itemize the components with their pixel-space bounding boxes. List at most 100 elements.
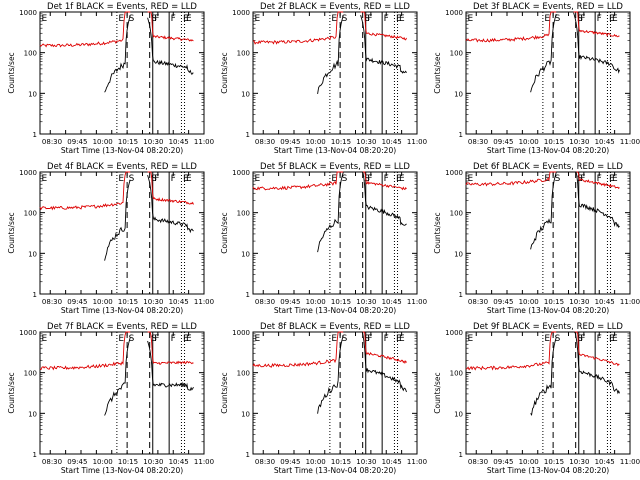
events-series-line bbox=[530, 13, 557, 93]
y-tick-label: 1 bbox=[246, 131, 250, 139]
y-tick-label: 100 bbox=[24, 370, 37, 378]
interval-marker-label: F bbox=[154, 174, 159, 184]
x-axis-label: Start Time (13-Nov-04 08:20:20) bbox=[487, 146, 609, 155]
y-tick-label: 1 bbox=[246, 291, 250, 299]
interval-marker-label: F bbox=[384, 174, 389, 184]
plot-frame bbox=[252, 11, 418, 135]
panel-3: Det 3f BLACK = Events, RED = LLD 1 10 100 10… bbox=[433, 2, 640, 155]
x-tick-label: 08:30 bbox=[255, 138, 275, 146]
events-series-line bbox=[104, 179, 131, 261]
lld-series-line bbox=[39, 331, 131, 371]
lld-series-line bbox=[360, 11, 407, 41]
panel-5: Det 5f BLACK = Events, RED = LLD 1 10 100 10… bbox=[220, 162, 427, 315]
lld-series-line bbox=[360, 331, 407, 364]
panel-title: Det 3f BLACK = Events, RED = LLD bbox=[473, 2, 623, 12]
y-tick-label: 1000 bbox=[445, 169, 463, 177]
x-tick-label: 10:45 bbox=[382, 138, 402, 146]
x-tick-label: 08:30 bbox=[255, 298, 275, 306]
events-series-line bbox=[317, 335, 344, 414]
y-tick-label: 10 bbox=[28, 90, 37, 98]
interval-marker-label: F bbox=[597, 174, 602, 184]
y-tick-label: 1 bbox=[33, 451, 37, 459]
y-tick-label: 1 bbox=[33, 291, 37, 299]
panel-4: Det 4f BLACK = Events, RED = LLD 1 10 100 10… bbox=[7, 162, 214, 315]
plot-frame bbox=[39, 331, 205, 455]
interval-marker-label: S bbox=[577, 14, 583, 24]
interval-marker-label: E bbox=[331, 334, 337, 344]
x-tick-label: 10:15 bbox=[544, 458, 564, 466]
x-tick-label: 09:45 bbox=[493, 298, 513, 306]
x-tick-label: 10:45 bbox=[169, 298, 189, 306]
x-tick-label: 10:15 bbox=[118, 138, 138, 146]
y-axis-label: Counts/sec bbox=[7, 52, 16, 93]
x-tick-label: 11:00 bbox=[407, 138, 427, 146]
x-tick-label: 11:00 bbox=[194, 138, 214, 146]
events-series-line bbox=[573, 171, 620, 229]
events-series-line bbox=[360, 171, 407, 226]
y-tick-label: 10 bbox=[28, 250, 37, 258]
plot-frame bbox=[465, 171, 631, 295]
interval-marker-label: F bbox=[171, 14, 176, 24]
x-tick-label: 11:00 bbox=[620, 138, 640, 146]
x-tick-label: 10:00 bbox=[93, 458, 113, 466]
y-tick-label: 100 bbox=[237, 370, 250, 378]
lld-series-line bbox=[252, 331, 344, 368]
interval-marker-label: E bbox=[118, 334, 124, 344]
panel-2: Det 2f BLACK = Events, RED = LLD 1 10 100 10… bbox=[220, 2, 427, 155]
y-axis-label: Counts/sec bbox=[220, 212, 229, 253]
interval-marker-label: S bbox=[577, 334, 583, 344]
x-tick-label: 09:45 bbox=[493, 138, 513, 146]
y-tick-label: 1000 bbox=[232, 9, 250, 17]
interval-marker-label: E bbox=[544, 14, 550, 24]
y-tick-label: 100 bbox=[24, 210, 37, 218]
x-tick-label: 08:30 bbox=[42, 458, 62, 466]
x-tick-label: 08:30 bbox=[255, 458, 275, 466]
x-tick-label: 10:30 bbox=[356, 298, 376, 306]
interval-marker-label: E bbox=[609, 174, 615, 184]
interval-marker-label: F bbox=[580, 334, 585, 344]
panel-title: Det 8f BLACK = Events, RED = LLD bbox=[260, 322, 410, 332]
interval-marker-label: E bbox=[183, 14, 189, 24]
panel-7: Det 7f BLACK = Events, RED = LLD 1 10 100 10… bbox=[7, 322, 214, 475]
x-tick-label: 10:00 bbox=[306, 458, 326, 466]
y-tick-label: 10 bbox=[241, 410, 250, 418]
y-tick-label: 1000 bbox=[19, 9, 37, 17]
interval-marker-label: F bbox=[384, 334, 389, 344]
interval-marker-label: E bbox=[544, 334, 550, 344]
x-tick-label: 10:45 bbox=[169, 138, 189, 146]
x-tick-label: 10:45 bbox=[595, 298, 615, 306]
x-tick-label: 09:45 bbox=[67, 298, 87, 306]
events-series-line bbox=[147, 174, 194, 234]
x-tick-label: 10:00 bbox=[93, 138, 113, 146]
interval-marker-label: E bbox=[468, 174, 474, 184]
panel-title: Det 9f BLACK = Events, RED = LLD bbox=[473, 322, 623, 332]
x-tick-label: 08:30 bbox=[468, 138, 488, 146]
interval-marker-label: S bbox=[151, 14, 157, 24]
x-axis-label: Start Time (13-Nov-04 08:20:20) bbox=[61, 146, 183, 155]
x-axis-label: Start Time (13-Nov-04 08:20:20) bbox=[274, 306, 396, 315]
lld-series-line bbox=[147, 171, 194, 205]
y-tick-label: 1 bbox=[459, 131, 463, 139]
events-series-line bbox=[360, 14, 407, 74]
interval-marker-label: E bbox=[186, 334, 192, 344]
interval-marker-label: E bbox=[186, 14, 192, 24]
interval-marker-label: F bbox=[367, 334, 372, 344]
interval-marker-label: E bbox=[612, 334, 618, 344]
lld-series-line bbox=[573, 11, 620, 38]
events-series-line bbox=[104, 15, 131, 93]
interval-marker-label: E bbox=[396, 14, 402, 24]
x-tick-label: 10:15 bbox=[331, 458, 351, 466]
interval-marker-label: F bbox=[580, 14, 585, 24]
y-axis-label: Counts/sec bbox=[7, 372, 16, 413]
y-tick-label: 10 bbox=[28, 410, 37, 418]
lld-series-line bbox=[573, 331, 620, 367]
x-tick-label: 10:00 bbox=[93, 298, 113, 306]
x-tick-label: 10:30 bbox=[569, 138, 589, 146]
x-tick-label: 08:30 bbox=[42, 138, 62, 146]
x-axis-label: Start Time (13-Nov-04 08:20:20) bbox=[61, 306, 183, 315]
events-series-line bbox=[147, 340, 194, 391]
y-tick-label: 100 bbox=[237, 210, 250, 218]
interval-marker-label: E bbox=[183, 174, 189, 184]
events-series-line bbox=[104, 337, 131, 416]
lld-series-line bbox=[252, 171, 344, 191]
